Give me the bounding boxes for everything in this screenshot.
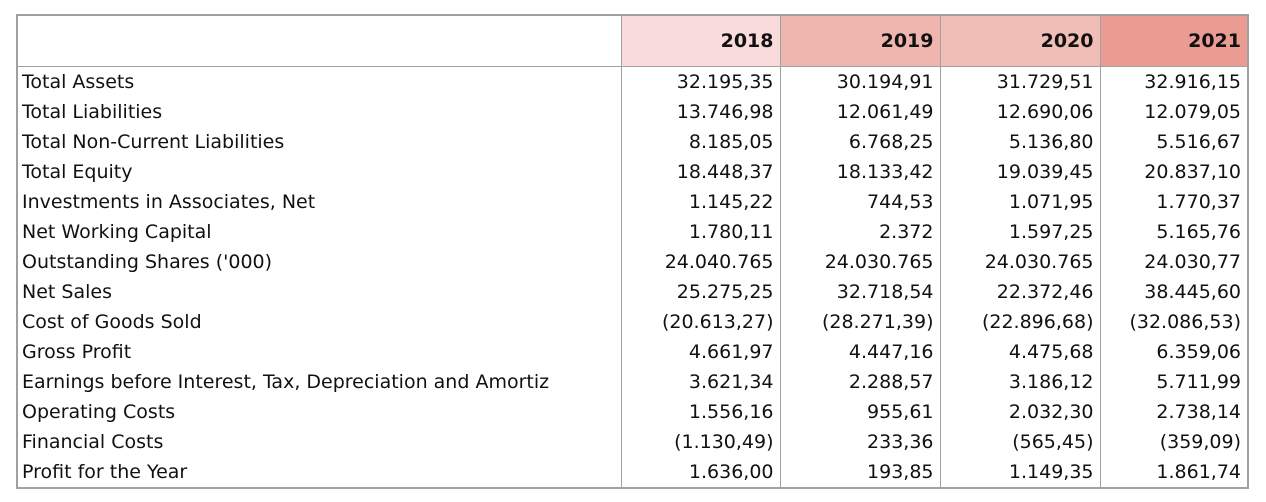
- value-cell: 1.149,35: [939, 457, 1101, 488]
- value-cell: 38.445,60: [1099, 277, 1249, 307]
- value-cell: 24.030.765: [939, 247, 1101, 277]
- header-cell: 2018: [620, 14, 781, 67]
- table-row: Total Equity 18.448,37 18.133,42 19.039,45 2…: [16, 157, 1249, 187]
- value-cell: 30.194,91: [779, 66, 941, 97]
- row-label: Total Equity: [16, 157, 622, 187]
- value-cell: 6.359,06: [1099, 337, 1249, 367]
- header-cell: 2020: [939, 14, 1101, 67]
- value-cell: 2.032,30: [939, 397, 1101, 427]
- value-cell: 24.030.765: [779, 247, 941, 277]
- row-label: Total Assets: [16, 66, 622, 97]
- value-cell: (20.613,27): [620, 307, 781, 337]
- value-cell: 13.746,98: [620, 97, 781, 127]
- value-cell: 5.165,76: [1099, 217, 1249, 247]
- value-cell: 24.040.765: [620, 247, 781, 277]
- value-cell: (22.896,68): [939, 307, 1101, 337]
- row-label: Outstanding Shares ('000): [16, 247, 622, 277]
- table-row: Total Assets 32.195,35 30.194,91 31.729,51 3…: [16, 66, 1249, 97]
- value-cell: 2.288,57: [779, 367, 941, 397]
- value-cell: 1.597,25: [939, 217, 1101, 247]
- value-cell: 12.061,49: [779, 97, 941, 127]
- value-cell: (1.130,49): [620, 427, 781, 457]
- table-row: Total Liabilities 13.746,98 12.061,49 12.69…: [16, 97, 1249, 127]
- value-cell: 1.145,22: [620, 187, 781, 217]
- row-label: Operating Costs: [16, 397, 622, 427]
- value-cell: (565,45): [939, 427, 1101, 457]
- row-label: Financial Costs: [16, 427, 622, 457]
- value-cell: 5.516,67: [1099, 127, 1249, 157]
- value-cell: 18.133,42: [779, 157, 941, 187]
- value-cell: 955,61: [779, 397, 941, 427]
- row-label: Earnings before Interest, Tax, Depreciat…: [16, 367, 622, 397]
- table-header: 2018 2019 2020 2021: [16, 14, 1249, 67]
- value-cell: 25.275,25: [620, 277, 781, 307]
- row-label: Total Non-Current Liabilities: [16, 127, 622, 157]
- table-row: Profit for the Year 1.636,00 193,85 1.149,3…: [16, 457, 1249, 488]
- row-label: Gross Profit: [16, 337, 622, 367]
- value-cell: 1.780,11: [620, 217, 781, 247]
- table-row: Earnings before Interest, Tax, Depreciat…: [16, 367, 1249, 397]
- header-cell: 2021: [1099, 14, 1249, 67]
- value-cell: 12.079,05: [1099, 97, 1249, 127]
- value-cell: 1.636,00: [620, 457, 781, 488]
- value-cell: 20.837,10: [1099, 157, 1249, 187]
- value-cell: 24.030,77: [1099, 247, 1249, 277]
- value-cell: 18.448,37: [620, 157, 781, 187]
- value-cell: 4.447,16: [779, 337, 941, 367]
- value-cell: (32.086,53): [1099, 307, 1249, 337]
- value-cell: 6.768,25: [779, 127, 941, 157]
- table-row: Total Non-Current Liabilities 8.185,05 6.7…: [16, 127, 1249, 157]
- value-cell: 2.372: [779, 217, 941, 247]
- value-cell: 1.770,37: [1099, 187, 1249, 217]
- table-row: Gross Profit 4.661,97 4.447,16 4.475,68 6.35…: [16, 337, 1249, 367]
- value-cell: 32.718,54: [779, 277, 941, 307]
- value-cell: 1.861,74: [1099, 457, 1249, 488]
- financial-table: 2018 2019 2020 2021 Total Assets 32.195,35 30…: [16, 14, 1249, 489]
- value-cell: 12.690,06: [939, 97, 1101, 127]
- row-label: Cost of Goods Sold: [16, 307, 622, 337]
- value-cell: 1.556,16: [620, 397, 781, 427]
- value-cell: 5.136,80: [939, 127, 1101, 157]
- table-row: Investments in Associates, Net 1.145,22 74…: [16, 187, 1249, 217]
- value-cell: 22.372,46: [939, 277, 1101, 307]
- value-cell: 32.195,35: [620, 66, 781, 97]
- value-cell: 4.475,68: [939, 337, 1101, 367]
- value-cell: 3.186,12: [939, 367, 1101, 397]
- value-cell: 193,85: [779, 457, 941, 488]
- row-label: Net Working Capital: [16, 217, 622, 247]
- row-label: Total Liabilities: [16, 97, 622, 127]
- header-cell: [16, 14, 622, 67]
- value-cell: 744,53: [779, 187, 941, 217]
- table-row: Net Working Capital 1.780,11 2.372 1.597,25…: [16, 217, 1249, 247]
- value-cell: 19.039,45: [939, 157, 1101, 187]
- value-cell: 8.185,05: [620, 127, 781, 157]
- value-cell: 3.621,34: [620, 367, 781, 397]
- row-label: Net Sales: [16, 277, 622, 307]
- table-row: Outstanding Shares ('000) 24.040.765 24.03…: [16, 247, 1249, 277]
- value-cell: 32.916,15: [1099, 66, 1249, 97]
- value-cell: 233,36: [779, 427, 941, 457]
- row-label: Investments in Associates, Net: [16, 187, 622, 217]
- table-row: Financial Costs (1.130,49) 233,36 (565,45)(…: [16, 427, 1249, 457]
- row-label: Profit for the Year: [16, 457, 622, 488]
- table-row: Operating Costs 1.556,16 955,61 2.032,30 2.7…: [16, 397, 1249, 427]
- value-cell: 5.711,99: [1099, 367, 1249, 397]
- value-cell: 31.729,51: [939, 66, 1101, 97]
- table-row: Cost of Goods Sold (20.613,27) (28.271,39)…: [16, 307, 1249, 337]
- value-cell: (359,09): [1099, 427, 1249, 457]
- table-body: Total Assets 32.195,35 30.194,91 31.729,51 3…: [16, 66, 1249, 488]
- header-row: 2018 2019 2020 2021: [16, 14, 1249, 67]
- value-cell: 1.071,95: [939, 187, 1101, 217]
- table-row: Net Sales 25.275,25 32.718,54 22.372,46 38.4…: [16, 277, 1249, 307]
- value-cell: 2.738,14: [1099, 397, 1249, 427]
- value-cell: 4.661,97: [620, 337, 781, 367]
- value-cell: (28.271,39): [779, 307, 941, 337]
- header-cell: 2019: [779, 14, 941, 67]
